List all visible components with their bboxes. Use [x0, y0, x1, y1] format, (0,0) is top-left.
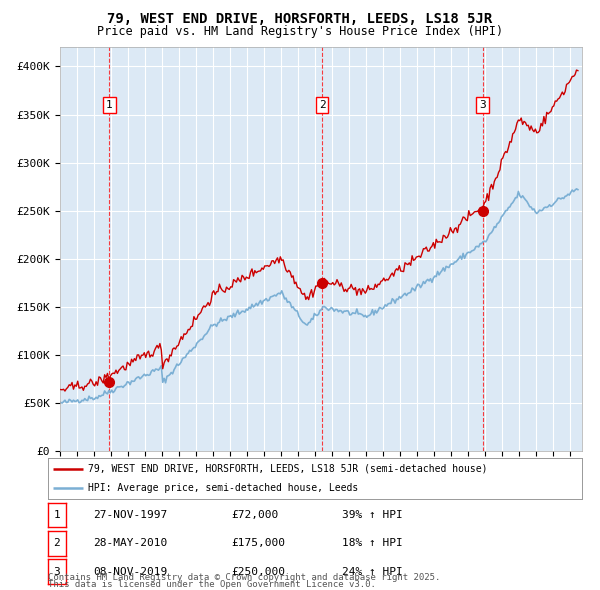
Text: 2: 2	[319, 100, 325, 110]
Text: £250,000: £250,000	[231, 567, 285, 576]
Text: 39% ↑ HPI: 39% ↑ HPI	[342, 510, 403, 520]
Text: 1: 1	[53, 510, 61, 520]
Text: Price paid vs. HM Land Registry's House Price Index (HPI): Price paid vs. HM Land Registry's House …	[97, 25, 503, 38]
Text: 79, WEST END DRIVE, HORSFORTH, LEEDS, LS18 5JR: 79, WEST END DRIVE, HORSFORTH, LEEDS, LS…	[107, 12, 493, 26]
Text: 18% ↑ HPI: 18% ↑ HPI	[342, 539, 403, 548]
Text: £72,000: £72,000	[231, 510, 278, 520]
Text: 2: 2	[53, 539, 61, 548]
Text: £175,000: £175,000	[231, 539, 285, 548]
Text: 24% ↑ HPI: 24% ↑ HPI	[342, 567, 403, 576]
Text: 28-MAY-2010: 28-MAY-2010	[93, 539, 167, 548]
Text: Contains HM Land Registry data © Crown copyright and database right 2025.: Contains HM Land Registry data © Crown c…	[48, 573, 440, 582]
Text: This data is licensed under the Open Government Licence v3.0.: This data is licensed under the Open Gov…	[48, 581, 376, 589]
Text: 27-NOV-1997: 27-NOV-1997	[93, 510, 167, 520]
Text: 08-NOV-2019: 08-NOV-2019	[93, 567, 167, 576]
Text: 1: 1	[106, 100, 113, 110]
Text: 3: 3	[53, 567, 61, 576]
Text: 3: 3	[479, 100, 486, 110]
Text: 79, WEST END DRIVE, HORSFORTH, LEEDS, LS18 5JR (semi-detached house): 79, WEST END DRIVE, HORSFORTH, LEEDS, LS…	[88, 464, 488, 474]
Text: HPI: Average price, semi-detached house, Leeds: HPI: Average price, semi-detached house,…	[88, 483, 358, 493]
